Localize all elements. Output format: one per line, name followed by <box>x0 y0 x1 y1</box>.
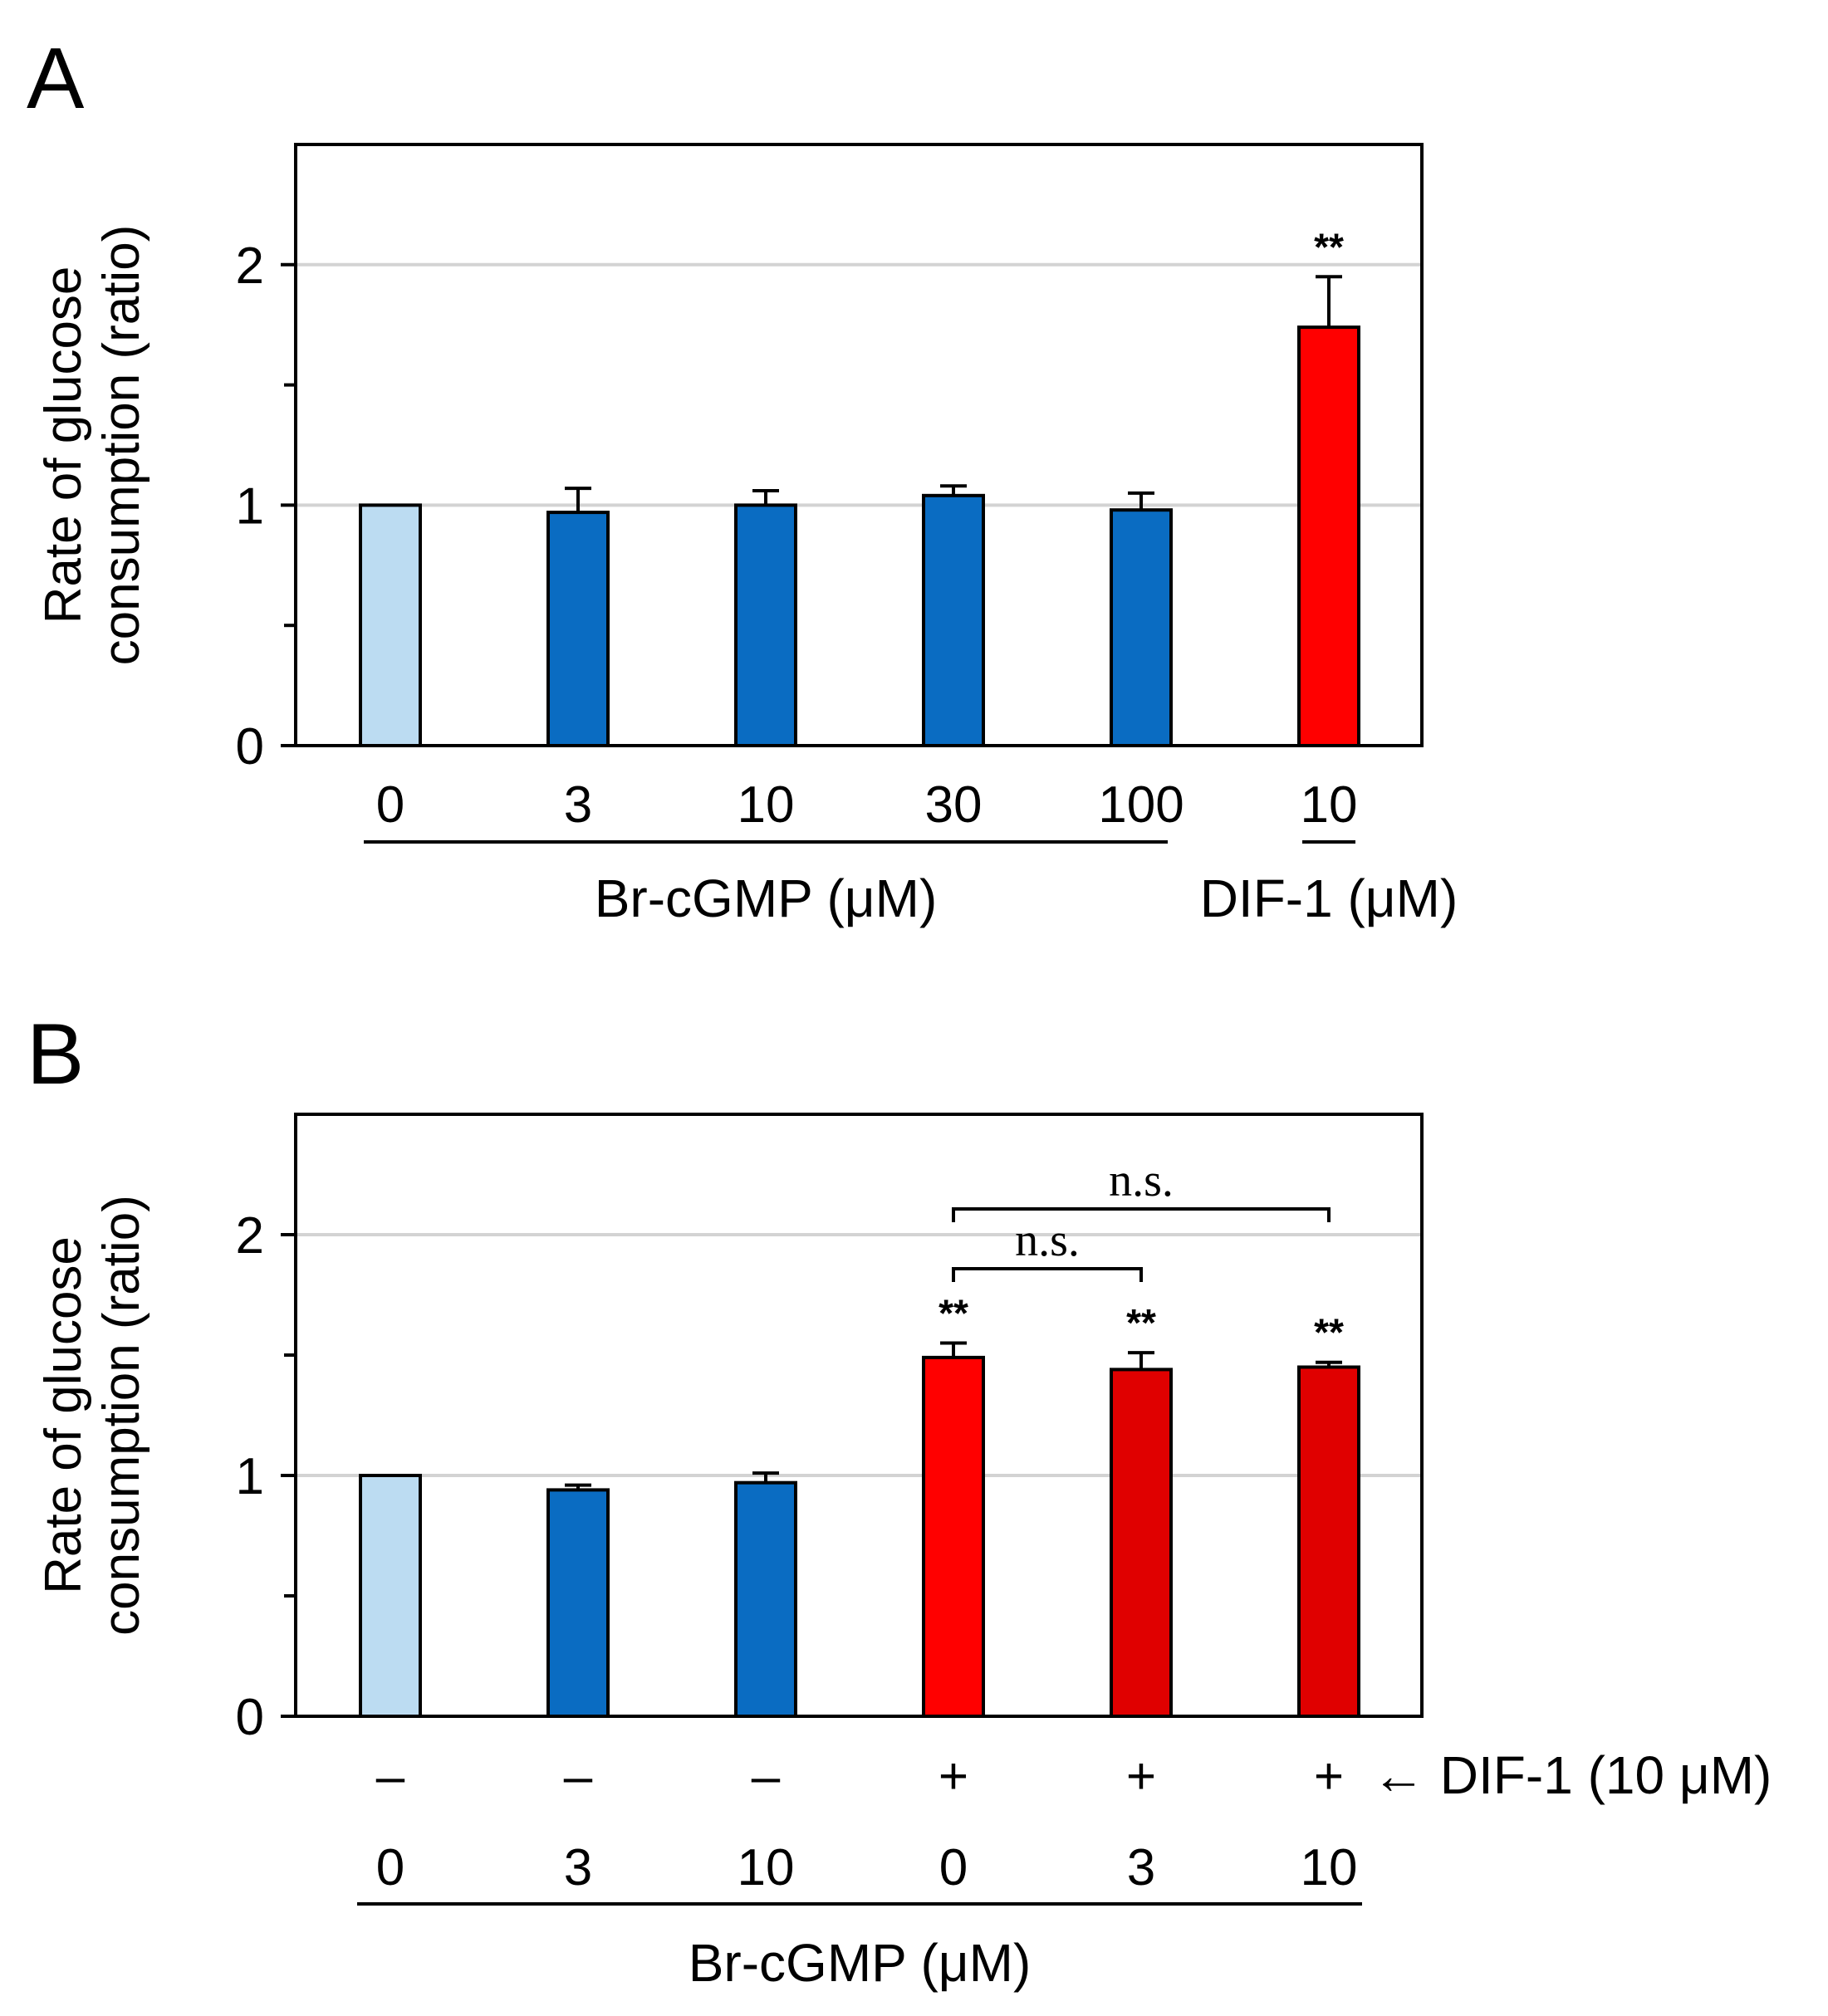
panel-label-a: A <box>27 31 85 127</box>
significance-marker: ** <box>939 1292 968 1335</box>
x-tick-label: 10 <box>1301 776 1358 834</box>
y-axis-label-line2: consumption (ratio) <box>93 225 150 666</box>
significance-bracket <box>952 1267 1143 1282</box>
significance-marker: ** <box>1314 1311 1344 1354</box>
bar <box>359 1474 422 1718</box>
x-tick-label: 100 <box>1098 776 1184 834</box>
x-tick-label: 0 <box>376 1839 404 1896</box>
bar <box>1110 508 1173 748</box>
x-tick-label: 3 <box>564 1839 592 1896</box>
bar <box>546 1488 610 1719</box>
panel-label-b: B <box>27 1006 84 1103</box>
bracket-label: n.s. <box>1015 1215 1080 1266</box>
significance-marker: ** <box>1314 225 1344 268</box>
y-axis-label-line1: Rate of glucose <box>35 1236 92 1594</box>
dif-sign: + <box>1314 1748 1344 1805</box>
y-tick-label: 1 <box>236 477 264 535</box>
dif-sign: – <box>564 1748 593 1805</box>
x-tick-label: 10 <box>1301 1839 1358 1896</box>
y-tick-label: 0 <box>236 718 264 776</box>
bar <box>546 511 610 747</box>
significance-bracket <box>952 1207 1331 1222</box>
x-tick-label: 3 <box>564 776 592 834</box>
y-tick-label: 0 <box>236 1689 264 1746</box>
y-axis-label: Rate of glucose consumption (ratio) <box>35 1195 150 1636</box>
x-tick-label: 10 <box>738 776 795 834</box>
bar <box>359 503 422 748</box>
dif-row-label: ← DIF-1 (10 μM) <box>1372 1745 1772 1805</box>
group-label: Br-cGMP (μM) <box>689 1933 1032 1993</box>
significance-marker: ** <box>1126 1301 1156 1344</box>
plot-frame <box>294 143 1424 747</box>
x-tick-label: 0 <box>939 1839 968 1896</box>
y-tick-label: 2 <box>236 1207 264 1265</box>
chart-a: ** 0 1 2 Rate of glucose consumption (ratio) 0… <box>35 143 1458 928</box>
bar <box>1110 1368 1173 1719</box>
x-tick-label: 3 <box>1127 1839 1155 1896</box>
dif-sign: + <box>1126 1748 1156 1805</box>
chart-b: ** ** ** 0 1 2 Rate of glucose consumption (rat… <box>35 1113 1772 1993</box>
dif-sign: – <box>376 1748 405 1805</box>
bar <box>734 503 797 748</box>
bar <box>922 1355 985 1719</box>
x-tick-label: 10 <box>738 1839 795 1896</box>
bar <box>734 1480 797 1718</box>
group-label: DIF-1 (μM) <box>1200 869 1458 928</box>
group-label: Br-cGMP (μM) <box>595 869 938 928</box>
bar <box>922 493 985 747</box>
x-tick-label: 30 <box>925 776 983 834</box>
x-tick-label: 0 <box>376 776 404 834</box>
bar <box>1297 1365 1360 1718</box>
y-axis-label-line1: Rate of glucose <box>35 267 92 624</box>
y-tick-label: 2 <box>236 237 264 295</box>
bracket-label: n.s. <box>1109 1155 1174 1206</box>
dif-sign: – <box>752 1748 781 1805</box>
plot-frame <box>294 1113 1424 1718</box>
y-tick-label: 1 <box>236 1448 264 1505</box>
y-axis-label-line2: consumption (ratio) <box>93 1195 150 1636</box>
dif-sign: + <box>939 1748 968 1805</box>
bar <box>1297 325 1360 747</box>
y-axis-label: Rate of glucose consumption (ratio) <box>35 225 150 666</box>
